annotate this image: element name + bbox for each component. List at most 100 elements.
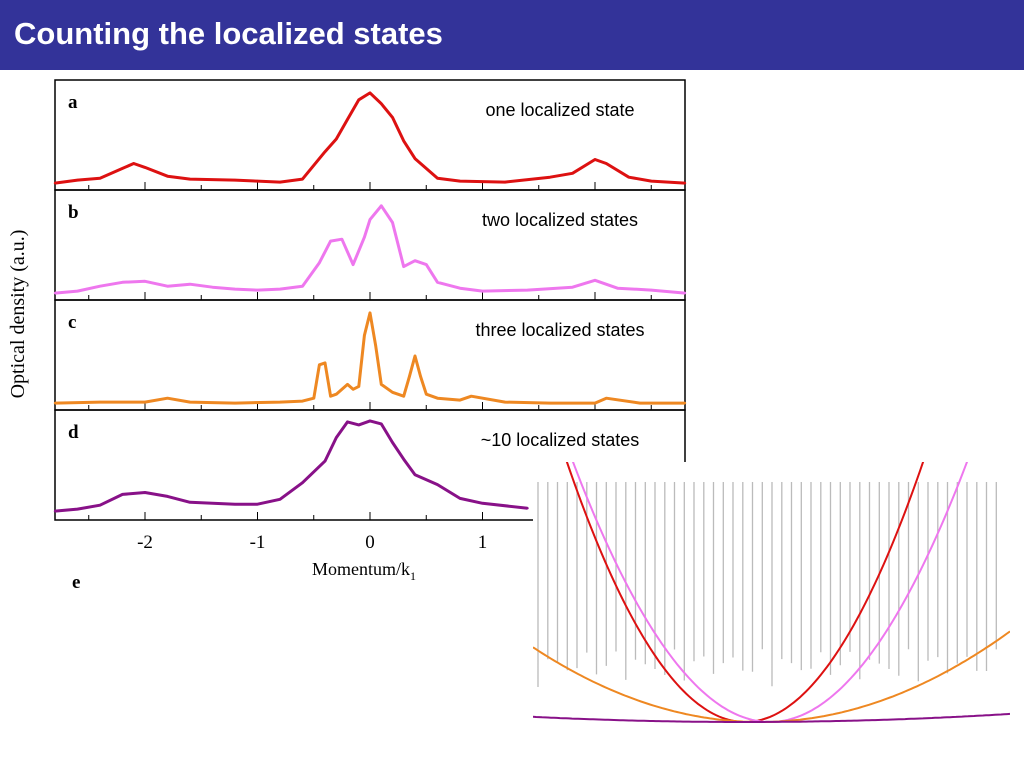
panel-a: a one localized state	[53, 79, 687, 191]
data-point	[402, 265, 405, 268]
x-tick-label: -1	[250, 532, 266, 553]
parabola-purple	[533, 712, 1010, 723]
data-point	[526, 288, 529, 292]
data-point	[413, 473, 417, 476]
data-point	[413, 354, 417, 358]
data-point	[98, 400, 102, 404]
data-point	[166, 285, 169, 288]
data-point	[481, 289, 484, 293]
data-point	[458, 497, 462, 500]
data-point	[143, 491, 147, 494]
data-point	[76, 507, 79, 511]
parabola-red	[565, 462, 925, 723]
data-point	[368, 91, 372, 95]
data-point	[458, 398, 462, 402]
data-point	[436, 177, 439, 180]
data-point	[121, 281, 124, 284]
data-point	[329, 239, 332, 243]
data-point	[323, 361, 327, 365]
data-point	[368, 311, 372, 315]
data-point	[616, 287, 619, 290]
data-point	[408, 375, 411, 378]
data-point	[402, 139, 405, 143]
data-point	[413, 259, 417, 262]
data-point	[548, 401, 552, 405]
panel-label-c: c	[68, 312, 76, 333]
data-point	[233, 401, 237, 405]
data-point	[683, 181, 687, 185]
data-point	[605, 162, 608, 165]
data-point	[53, 181, 57, 185]
data-point	[503, 180, 507, 184]
data-point	[98, 285, 102, 288]
x-tick-label: 0	[365, 532, 375, 553]
panel-c: c three localized states	[53, 299, 687, 411]
data-point	[301, 285, 304, 288]
data-point	[312, 397, 315, 400]
data-point	[425, 393, 428, 396]
data-point	[329, 395, 332, 398]
data-point	[278, 180, 282, 184]
data-point	[436, 483, 439, 486]
data-point	[380, 102, 383, 105]
parabola-group	[533, 462, 1010, 724]
data-point	[318, 261, 321, 264]
page-title: Counting the localized states	[14, 16, 443, 51]
data-point	[357, 385, 360, 388]
data-point	[318, 363, 321, 366]
data-point	[346, 383, 349, 386]
data-point	[76, 178, 79, 182]
plot-panels: a one localized state b two localized state…	[53, 79, 687, 521]
data-point	[166, 495, 169, 498]
data-point	[593, 401, 597, 405]
series-line-d	[54, 419, 528, 513]
data-point	[143, 280, 147, 283]
data-point	[53, 291, 57, 295]
series-line-b	[54, 204, 686, 295]
data-point	[166, 175, 169, 178]
data-point	[391, 391, 394, 394]
data-point	[121, 493, 124, 496]
data-point	[638, 401, 642, 405]
data-point	[413, 157, 417, 160]
data-point	[683, 401, 687, 405]
panel-e-label: e	[72, 572, 80, 593]
data-point	[233, 503, 237, 506]
data-point	[402, 395, 405, 398]
data-point	[526, 507, 529, 510]
data-point	[391, 221, 394, 224]
annotation-c: three localized states	[475, 320, 644, 340]
data-point	[278, 287, 282, 291]
data-point	[402, 458, 405, 461]
data-point	[233, 178, 237, 182]
data-point	[278, 400, 282, 404]
data-point	[391, 116, 394, 119]
data-point	[380, 204, 383, 207]
data-point	[278, 498, 282, 501]
x-tick-label: 1	[478, 532, 488, 553]
data-point	[211, 286, 214, 289]
annotation-d: ~10 localized states	[481, 430, 640, 450]
data-point	[53, 401, 57, 405]
data-point	[391, 441, 394, 444]
data-point	[340, 238, 344, 241]
data-point	[650, 179, 653, 183]
data-point	[76, 289, 79, 293]
data-point	[683, 291, 687, 295]
panel-frame	[54, 79, 686, 191]
data-point	[458, 287, 462, 290]
data-point	[233, 287, 237, 291]
data-point	[571, 286, 574, 289]
data-point	[368, 218, 372, 221]
data-point	[98, 177, 102, 180]
data-point	[380, 383, 383, 386]
y-axis-label: Optical density (a.u.)	[7, 230, 29, 399]
data-point	[346, 118, 349, 121]
data-point	[301, 177, 304, 181]
data-point	[650, 288, 653, 292]
data-point	[368, 419, 372, 423]
data-point	[121, 167, 124, 170]
data-point	[323, 150, 327, 153]
data-point	[419, 375, 422, 378]
